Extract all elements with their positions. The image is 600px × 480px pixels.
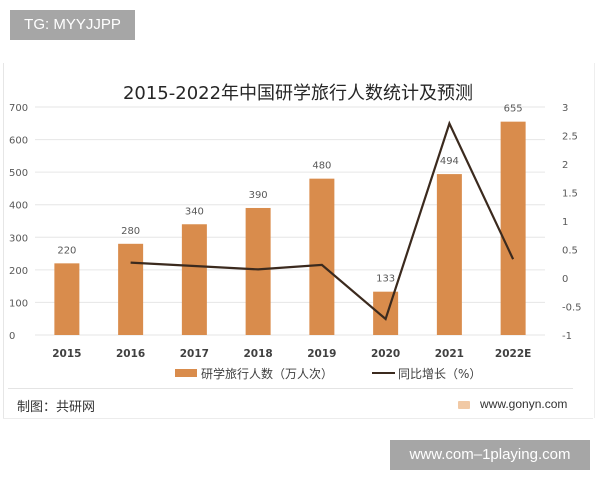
growth-line <box>130 120 515 321</box>
legend-bar-label: 研学旅行人数（万人次） <box>201 366 333 381</box>
footer-divider <box>8 388 573 389</box>
bar-value-label: 220 <box>57 245 76 256</box>
legend-bar-swatch <box>175 369 197 377</box>
left-tick-label: 300 <box>9 233 28 244</box>
bar <box>309 178 335 335</box>
left-tick-label: 500 <box>9 168 28 179</box>
card-bottom-border <box>3 418 593 419</box>
x-tick-label: 2021 <box>435 348 464 360</box>
left-axis: 0 100 200 300 400 500 600 700 <box>9 103 28 342</box>
site-logo-icon <box>458 401 470 409</box>
right-tick-label: -0.5 <box>562 303 582 314</box>
x-tick-label: 2017 <box>180 348 209 360</box>
right-tick-label: -1 <box>562 331 572 342</box>
bar-value-label: 494 <box>440 156 459 167</box>
right-tick-label: 2.5 <box>562 132 578 143</box>
bar <box>373 291 399 335</box>
bar-value-label: 480 <box>312 161 331 172</box>
chart-title: 2015-2022年中国研学旅行人数统计及预测 <box>123 83 473 104</box>
bar <box>181 224 207 335</box>
bar-value-label: 655 <box>504 104 523 115</box>
bar <box>500 121 526 336</box>
x-tick-label: 2019 <box>307 348 336 360</box>
chart: 2015-2022年中国研学旅行人数统计及预测 0 100 200 300 400 500… <box>9 83 582 381</box>
left-tick-label: 200 <box>9 266 28 277</box>
left-tick-label: 400 <box>9 201 28 212</box>
x-tick-label: 2015 <box>52 348 81 360</box>
site-url: www.gonyn.com <box>480 397 568 411</box>
right-tick-label: 1 <box>562 217 568 228</box>
right-tick-label: 0.5 <box>562 246 578 257</box>
gridlines <box>35 106 545 336</box>
bar-series <box>54 121 526 336</box>
right-axis: -1 -0.5 0 0.5 1 1.5 2 2.5 3 <box>562 103 582 342</box>
legend-line-label: 同比增长（%） <box>398 367 481 381</box>
watermark-top: TG: MYYJJPP <box>10 10 135 40</box>
x-tick-label: 2018 <box>244 348 273 360</box>
bar-value-label: 340 <box>185 206 204 217</box>
bar-value-label: 390 <box>249 190 268 201</box>
x-tick-label: 2020 <box>371 348 400 360</box>
left-tick-label: 600 <box>9 136 28 147</box>
left-tick-label: 100 <box>9 298 28 309</box>
right-tick-label: 3 <box>562 103 568 114</box>
left-tick-label: 0 <box>9 331 15 342</box>
x-axis-labels: 2015 2016 2017 2018 2019 2020 2021 2022E <box>52 348 531 360</box>
right-tick-label: 0 <box>562 274 568 285</box>
bar <box>54 263 80 335</box>
bar <box>118 243 144 335</box>
data-labels: 220 280 340 390 480 133 494 655 <box>57 104 522 285</box>
legend: 研学旅行人数（万人次） 同比增长（%） <box>175 366 481 381</box>
bar-value-label: 280 <box>121 226 140 237</box>
bar <box>245 207 271 335</box>
source-label: 制图：共研网 <box>17 400 96 415</box>
right-tick-label: 1.5 <box>562 189 578 200</box>
left-tick-label: 700 <box>9 103 28 114</box>
watermark-bottom: www.com–1playing.com <box>390 440 590 470</box>
right-tick-label: 2 <box>562 160 568 171</box>
chart-card <box>3 63 595 418</box>
bar <box>436 174 462 335</box>
x-tick-label: 2022E <box>495 348 531 360</box>
x-tick-label: 2016 <box>116 348 145 360</box>
bar-value-label: 133 <box>376 274 395 285</box>
